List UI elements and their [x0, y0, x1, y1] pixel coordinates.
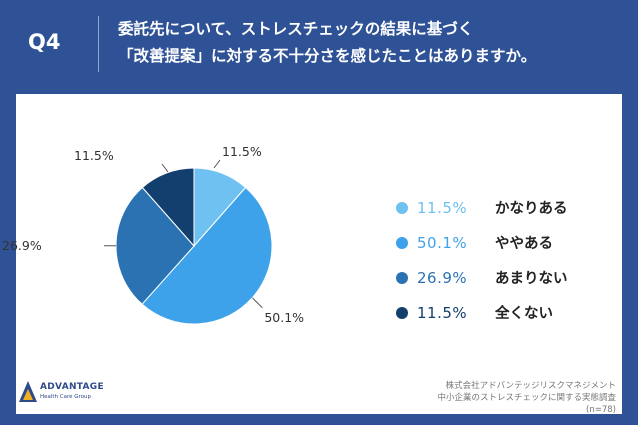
logo-name: ADVANTAGE — [40, 382, 104, 392]
advantage-logo: ADVANTAGE Health Care Group — [18, 380, 108, 406]
legend-item: 26.9% あまりない — [396, 260, 606, 295]
header-band: Q4 委託先について、ストレスチェックの結果に基づく 「改善提案」に対する不十分… — [0, 0, 638, 88]
question-line-2: 「改善提案」に対する不十分さを感じたことはありますか。 — [118, 47, 537, 65]
source-sample-size: (n=78) — [586, 405, 616, 415]
pie-slice — [115, 186, 195, 305]
logo-subtitle: Health Care Group — [40, 394, 92, 400]
legend-percent: 11.5% — [417, 198, 468, 217]
leader-line — [213, 159, 221, 169]
source-note: 株式会社アドバンテッジリスクマネジメント 中小企業のストレスチェックに関する実態… — [437, 380, 616, 416]
chart-card: 11.5% 50.1% 26.9% 11.5% 11.5% かなりある 50.1… — [2, 94, 622, 414]
question-number: Q4 — [28, 30, 61, 54]
slice-label-amari-nai: 26.9% — [2, 237, 42, 253]
legend-label: 全くない — [495, 306, 553, 322]
source-survey: 中小企業のストレスチェックに関する実態調査 — [437, 393, 616, 403]
legend-swatch — [396, 306, 408, 319]
source-company: 株式会社アドバンテッジリスクマネジメント — [445, 381, 616, 391]
pie-leader-lines — [104, 159, 263, 309]
logo-mark-icon — [19, 381, 37, 402]
slice-label-yaya-aru: 50.1% — [264, 309, 305, 325]
legend-item: 11.5% 全くない — [396, 295, 606, 330]
question-text: 委託先について、ストレスチェックの結果に基づく 「改善提案」に対する不十分さを感… — [118, 16, 633, 70]
chart-legend: 11.5% かなりある 50.1% ややある 26.9% あまりない 11.5%… — [396, 190, 606, 330]
legend-percent: 11.5% — [417, 303, 468, 322]
legend-swatch — [396, 271, 408, 284]
legend-percent: 50.1% — [417, 233, 468, 252]
legend-item: 50.1% ややある — [396, 225, 606, 260]
pie-slices — [115, 167, 273, 325]
slice-label-mattaku-nai: 11.5% — [74, 148, 114, 163]
legend-percent: 26.9% — [417, 268, 468, 287]
question-line-1: 委託先について、ストレスチェックの結果に基づく — [118, 20, 474, 38]
legend-swatch — [396, 236, 408, 249]
header-divider — [98, 16, 99, 72]
pie-chart — [104, 159, 273, 325]
legend-item: 11.5% かなりある — [396, 190, 606, 225]
legend-label: あまりない — [495, 271, 568, 287]
legend-label: かなりある — [495, 201, 568, 217]
legend-label: ややある — [495, 236, 553, 252]
leader-line — [161, 163, 169, 173]
legend-swatch — [396, 201, 408, 214]
leader-line — [251, 297, 263, 309]
pie-slice — [141, 167, 195, 248]
slice-label-kanari-aru: 11.5% — [222, 144, 262, 159]
